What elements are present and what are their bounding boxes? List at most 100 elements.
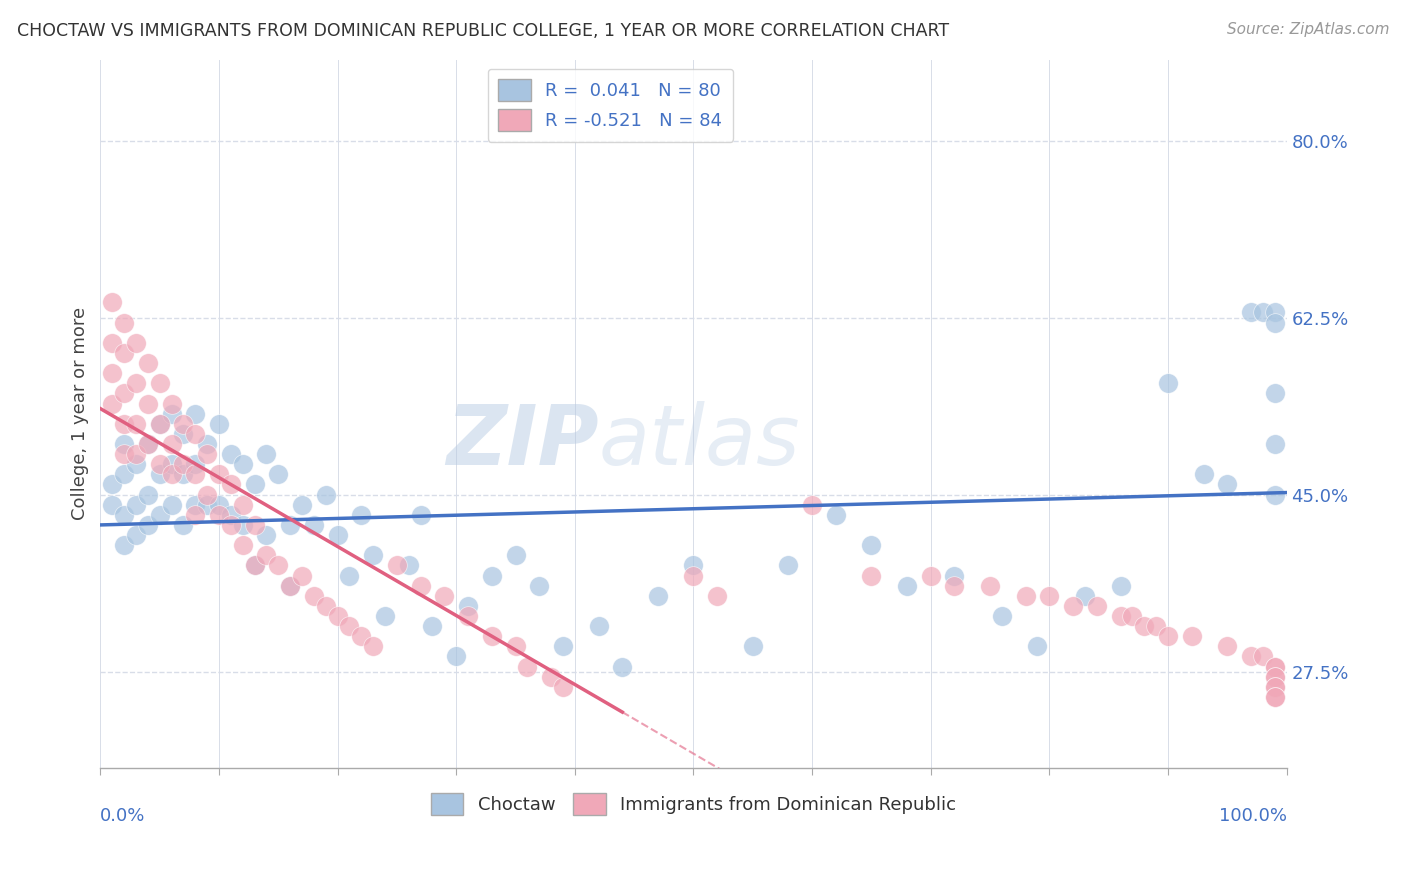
Point bbox=[291, 498, 314, 512]
Point bbox=[125, 376, 148, 391]
Point bbox=[208, 498, 231, 512]
Point bbox=[778, 558, 800, 573]
Point bbox=[896, 579, 918, 593]
Point bbox=[149, 457, 172, 471]
Text: atlas: atlas bbox=[599, 401, 800, 483]
Point bbox=[149, 467, 172, 482]
Point bbox=[1074, 589, 1097, 603]
Point bbox=[943, 568, 966, 582]
Point bbox=[505, 640, 527, 654]
Point bbox=[943, 579, 966, 593]
Point bbox=[315, 487, 337, 501]
Point bbox=[1264, 659, 1286, 673]
Point bbox=[409, 579, 432, 593]
Point bbox=[136, 356, 159, 370]
Point bbox=[160, 437, 183, 451]
Point bbox=[184, 498, 207, 512]
Point bbox=[195, 447, 218, 461]
Point bbox=[149, 417, 172, 431]
Point bbox=[1240, 305, 1263, 319]
Point bbox=[1264, 487, 1286, 501]
Point bbox=[267, 467, 290, 482]
Point bbox=[195, 487, 218, 501]
Point bbox=[361, 549, 384, 563]
Point bbox=[1264, 690, 1286, 704]
Point bbox=[398, 558, 420, 573]
Point bbox=[101, 335, 124, 350]
Point bbox=[112, 346, 135, 360]
Point bbox=[444, 649, 467, 664]
Point bbox=[112, 417, 135, 431]
Point bbox=[1109, 609, 1132, 624]
Point bbox=[219, 477, 242, 491]
Point bbox=[1264, 680, 1286, 694]
Point bbox=[326, 528, 349, 542]
Legend: Choctaw, Immigrants from Dominican Republic: Choctaw, Immigrants from Dominican Repub… bbox=[423, 786, 963, 822]
Point bbox=[125, 335, 148, 350]
Point bbox=[540, 670, 562, 684]
Point bbox=[339, 619, 361, 633]
Point bbox=[149, 376, 172, 391]
Point bbox=[195, 437, 218, 451]
Point bbox=[1062, 599, 1084, 613]
Point bbox=[125, 528, 148, 542]
Point bbox=[160, 396, 183, 410]
Point bbox=[682, 568, 704, 582]
Point bbox=[1264, 659, 1286, 673]
Point bbox=[136, 437, 159, 451]
Point bbox=[160, 467, 183, 482]
Point bbox=[160, 407, 183, 421]
Point bbox=[1251, 649, 1274, 664]
Point bbox=[112, 437, 135, 451]
Point bbox=[101, 366, 124, 380]
Point bbox=[232, 498, 254, 512]
Point bbox=[219, 447, 242, 461]
Point bbox=[1216, 477, 1239, 491]
Point bbox=[529, 579, 551, 593]
Point bbox=[315, 599, 337, 613]
Text: 100.0%: 100.0% bbox=[1219, 806, 1286, 824]
Point bbox=[409, 508, 432, 522]
Point bbox=[350, 629, 373, 643]
Point bbox=[232, 457, 254, 471]
Point bbox=[374, 609, 396, 624]
Point bbox=[101, 477, 124, 491]
Point bbox=[422, 619, 444, 633]
Point bbox=[1133, 619, 1156, 633]
Point bbox=[136, 487, 159, 501]
Point bbox=[302, 517, 325, 532]
Point bbox=[457, 599, 479, 613]
Point bbox=[101, 295, 124, 310]
Point bbox=[184, 467, 207, 482]
Point bbox=[612, 659, 634, 673]
Point bbox=[706, 589, 728, 603]
Point bbox=[172, 467, 194, 482]
Point bbox=[1251, 305, 1274, 319]
Point bbox=[149, 508, 172, 522]
Point bbox=[112, 386, 135, 401]
Point bbox=[136, 396, 159, 410]
Point bbox=[278, 579, 301, 593]
Point bbox=[1121, 609, 1143, 624]
Point bbox=[243, 517, 266, 532]
Point bbox=[350, 508, 373, 522]
Text: CHOCTAW VS IMMIGRANTS FROM DOMINICAN REPUBLIC COLLEGE, 1 YEAR OR MORE CORRELATIO: CHOCTAW VS IMMIGRANTS FROM DOMINICAN REP… bbox=[17, 22, 949, 40]
Text: ZIP: ZIP bbox=[446, 401, 599, 483]
Point bbox=[172, 517, 194, 532]
Point bbox=[232, 517, 254, 532]
Point bbox=[136, 517, 159, 532]
Point bbox=[481, 568, 503, 582]
Point bbox=[1264, 305, 1286, 319]
Point bbox=[481, 629, 503, 643]
Point bbox=[136, 437, 159, 451]
Point bbox=[457, 609, 479, 624]
Point bbox=[979, 579, 1001, 593]
Point bbox=[254, 549, 277, 563]
Point bbox=[195, 498, 218, 512]
Point bbox=[254, 447, 277, 461]
Point bbox=[361, 640, 384, 654]
Point bbox=[1264, 690, 1286, 704]
Point bbox=[112, 508, 135, 522]
Point bbox=[516, 659, 538, 673]
Point bbox=[160, 498, 183, 512]
